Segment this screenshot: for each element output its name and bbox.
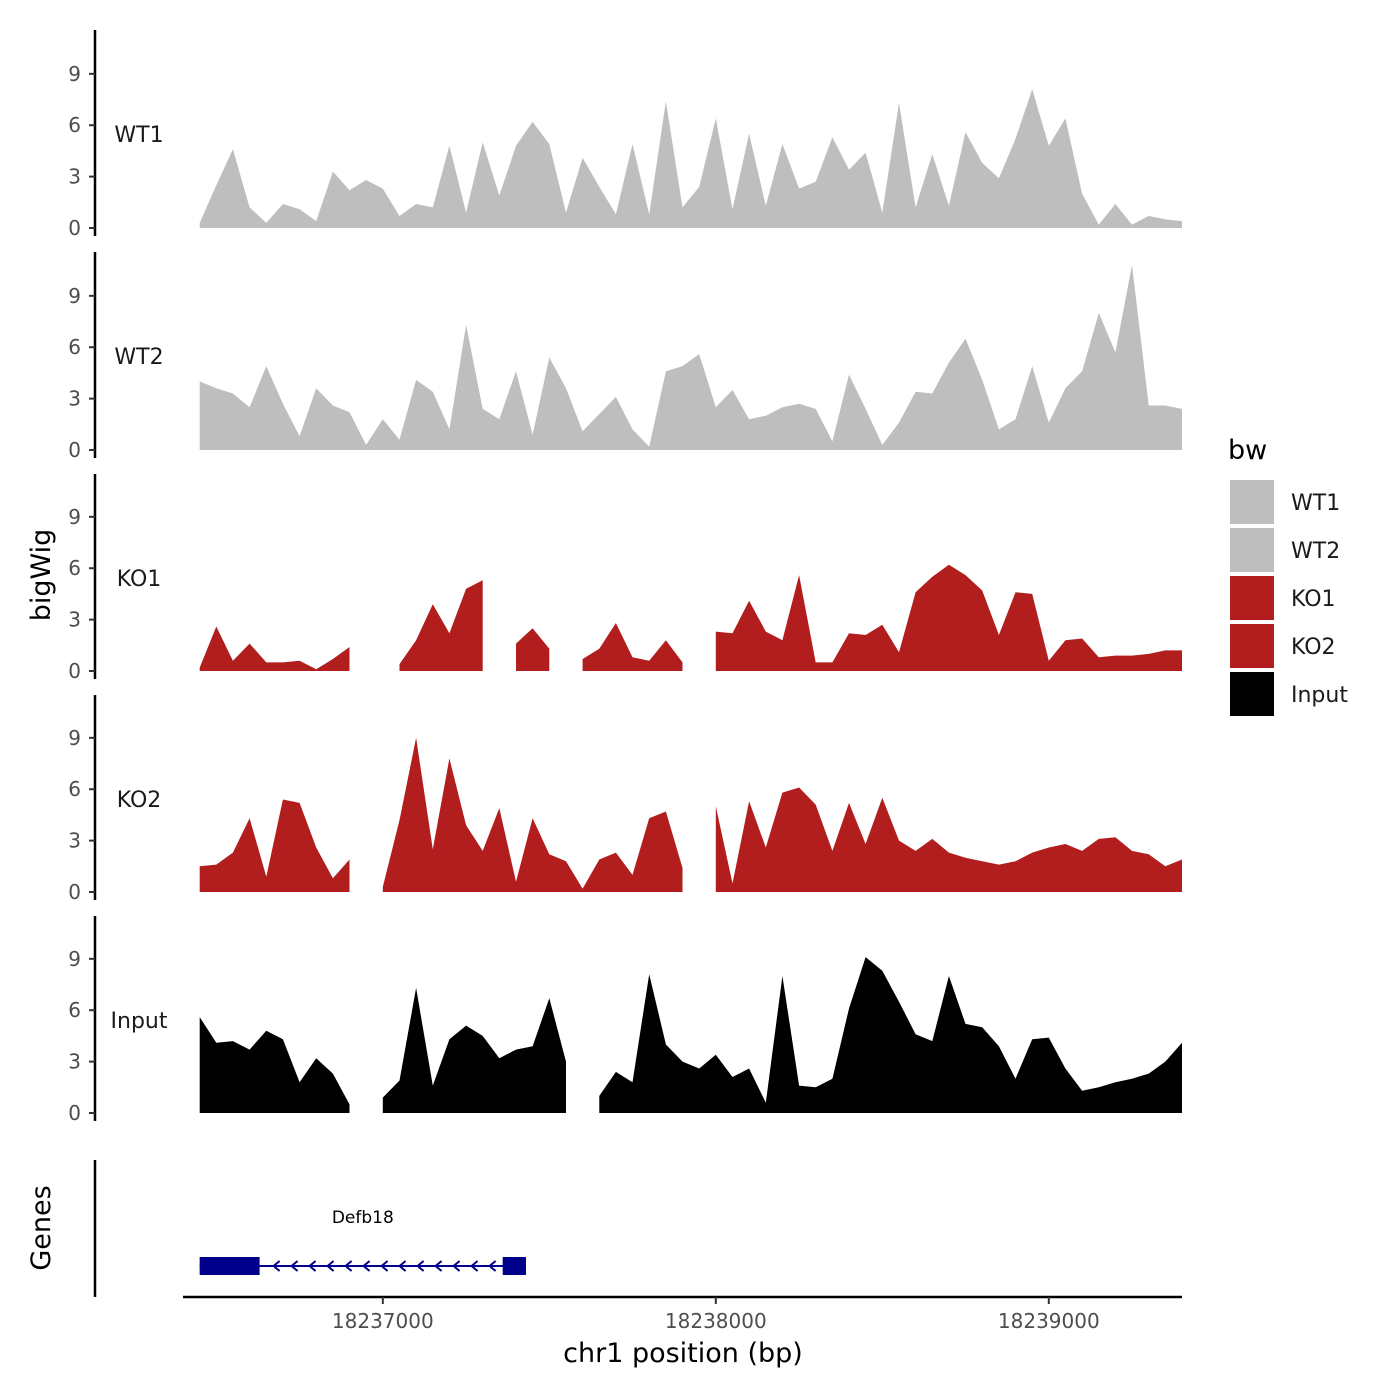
track-ko2: 0 3 6 9 KO2 <box>68 695 1182 904</box>
track-label: Input <box>111 1009 168 1034</box>
track-input: 0 3 6 9 Input <box>68 916 1182 1125</box>
x-axis-title: chr1 position (bp) <box>563 1338 803 1369</box>
gene-label: Defb18 <box>332 1208 394 1228</box>
y-tick-label: 3 <box>68 387 81 411</box>
y-tick-label: 3 <box>68 608 81 632</box>
track-label: KO1 <box>117 567 162 592</box>
y-tick-label: 0 <box>68 438 81 462</box>
gene-defb18: Defb18 <box>199 1208 526 1275</box>
legend-key-ko1 <box>1230 576 1274 620</box>
legend-key-wt1 <box>1230 480 1274 524</box>
strand-arrow <box>488 1260 497 1272</box>
legend-key-ko2 <box>1230 624 1274 668</box>
legend-label: KO2 <box>1291 635 1336 660</box>
coverage-area-ko1 <box>516 628 550 671</box>
strand-arrow <box>326 1260 335 1272</box>
coverage-area-ko1 <box>399 580 483 671</box>
coverage-area-input <box>199 1017 350 1113</box>
genes-axis-title: Genes <box>26 1185 57 1270</box>
y-tick-label: 6 <box>68 335 81 359</box>
strand-arrow <box>362 1260 371 1272</box>
y-tick-label: 9 <box>68 62 81 86</box>
y-tick-label: 6 <box>68 113 81 137</box>
y-tick-label: 9 <box>68 726 81 750</box>
track-ko1: 0 3 6 9 KO1 <box>68 474 1182 683</box>
strand-arrow <box>398 1260 407 1272</box>
y-tick-label: 6 <box>68 777 81 801</box>
strand-arrow <box>308 1260 317 1272</box>
gene-exon <box>502 1257 526 1275</box>
genes-panel: Defb18 <box>93 1160 526 1297</box>
gene-exon <box>199 1257 260 1275</box>
track-wt2: 0 3 6 9 WT2 <box>68 252 1182 462</box>
coverage-area-input <box>599 957 1182 1113</box>
x-tick-label: 18238000 <box>665 1309 767 1333</box>
legend-title: bw <box>1228 435 1267 466</box>
legend-label: WT1 <box>1291 491 1340 516</box>
y-tick-label: 0 <box>68 880 81 904</box>
track-wt1: 0 3 6 9 WT1 <box>68 30 1182 240</box>
x-axis: 18237000 18238000 18239000 <box>183 1295 1182 1333</box>
strand-arrow <box>470 1260 479 1272</box>
coverage-tracks: 0 3 6 9 WT1 0 3 6 9 WT2 0 3 6 9 KO1 0 3 6 9 KO2 0 3 6 9 Input <box>68 30 1182 1125</box>
track-label: WT1 <box>114 123 163 148</box>
coverage-area-wt1 <box>199 89 1182 228</box>
y-tick-label: 0 <box>68 1101 81 1125</box>
coverage-area-ko2 <box>199 799 350 892</box>
legend-key-input <box>1230 672 1274 716</box>
legend-label: KO1 <box>1291 587 1336 612</box>
strand-arrow <box>434 1260 443 1272</box>
strand-arrow <box>290 1260 299 1272</box>
coverage-area-ko1 <box>199 626 350 671</box>
coverage-area-ko2 <box>382 737 683 892</box>
y-tick-label: 3 <box>68 165 81 189</box>
coverage-area-ko1 <box>582 623 683 671</box>
y-tick-label: 0 <box>68 659 81 683</box>
y-tick-label: 6 <box>68 556 81 580</box>
y-tick-label: 9 <box>68 505 81 529</box>
track-label: WT2 <box>114 345 163 370</box>
coverage-area-input <box>382 987 566 1113</box>
coverage-area-ko1 <box>715 564 1182 671</box>
x-tick-label: 18239000 <box>998 1309 1100 1333</box>
legend-key-wt2 <box>1230 528 1274 572</box>
y-axis-title: bigWig <box>26 529 57 622</box>
y-tick-label: 3 <box>68 1050 81 1074</box>
y-tick-label: 0 <box>68 216 81 240</box>
legend-label: Input <box>1291 683 1348 708</box>
y-tick-label: 3 <box>68 829 81 853</box>
legend: bw WT1 WT2 KO1 KO2 Input <box>1228 435 1348 716</box>
legend-label: WT2 <box>1291 539 1340 564</box>
coverage-area-ko2 <box>715 787 1182 892</box>
track-label: KO2 <box>117 788 162 813</box>
x-tick-label: 18237000 <box>332 1309 434 1333</box>
strand-arrow <box>272 1260 281 1272</box>
y-tick-label: 6 <box>68 998 81 1022</box>
coverage-area-wt2 <box>199 265 1182 450</box>
y-tick-label: 9 <box>68 284 81 308</box>
strand-arrow <box>380 1260 389 1272</box>
strand-arrow <box>416 1260 425 1272</box>
y-tick-label: 9 <box>68 947 81 971</box>
strand-arrow <box>452 1260 461 1272</box>
strand-arrow <box>344 1260 353 1272</box>
